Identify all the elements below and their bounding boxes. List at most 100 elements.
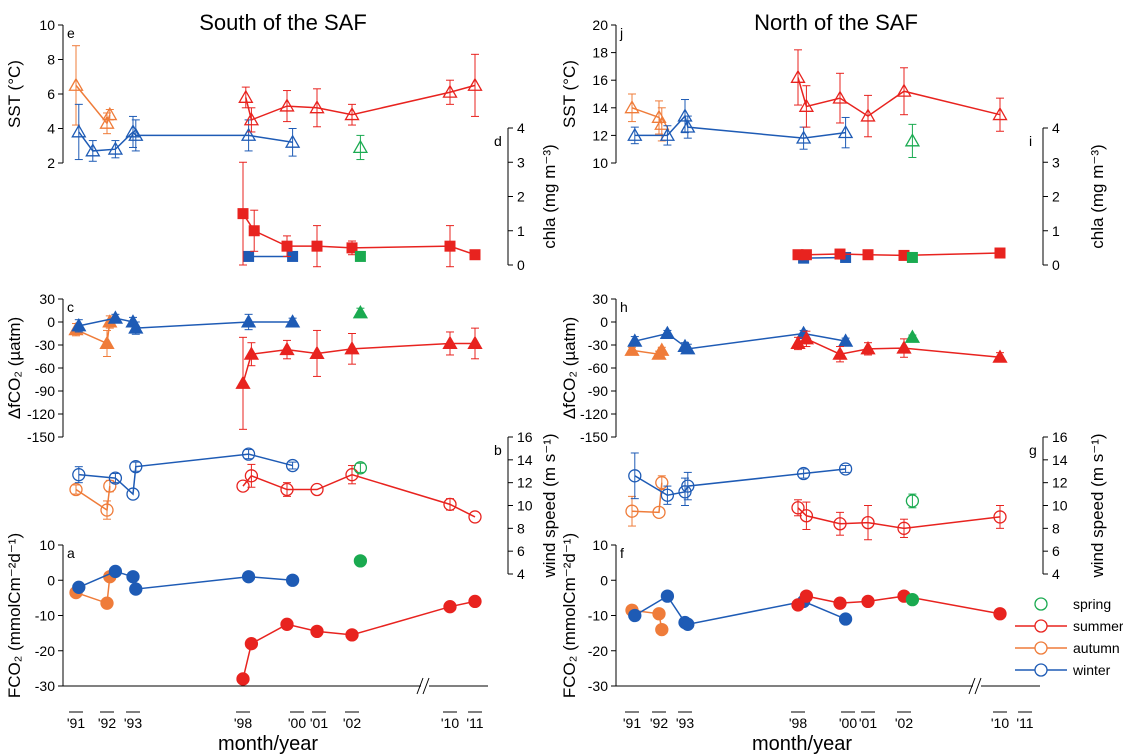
- data-point-summer: [896, 340, 912, 354]
- data-point-summer: [992, 106, 1008, 121]
- data-point-summer: [311, 240, 323, 252]
- legend-label-autumn: autumn: [1073, 640, 1120, 656]
- data-point-summer: [833, 596, 847, 610]
- y-tick-label: 8: [1052, 520, 1060, 536]
- y-axis-label: chla (mg m⁻³): [1088, 144, 1107, 248]
- y-tick-label: 20: [592, 17, 608, 33]
- data-point-winter: [628, 608, 642, 623]
- data-point-winter: [128, 320, 144, 334]
- data-point-summer: [248, 225, 260, 237]
- y-axis-label: chla (mg m⁻³): [540, 144, 559, 248]
- y-tick-label: 0: [517, 257, 525, 273]
- y-tick-label: 16: [1052, 429, 1068, 445]
- year-label: '11: [466, 715, 483, 731]
- data-point-summer: [235, 375, 251, 389]
- year-label: '92: [98, 715, 116, 731]
- data-point-summer: [344, 341, 360, 355]
- left-title: South of the SAF: [199, 10, 367, 35]
- panel-h: -150 -120 -90 -60 -30 0 30 h ΔfCO₂ (µatm): [560, 291, 1008, 445]
- series-line-summer: [242, 213, 476, 256]
- axis-break: [422, 677, 430, 695]
- panel-c: -150 -120 -90 -60 -30 0 30 c ΔfCO₂ (µatm): [5, 291, 483, 445]
- y-tick-label: 6: [47, 86, 55, 102]
- y-tick-label: 6: [517, 543, 525, 559]
- y-tick-label: 0: [1052, 257, 1060, 273]
- y-tick-label: 30: [39, 291, 55, 307]
- data-point-summer: [468, 594, 482, 609]
- data-point-summer: [236, 479, 250, 493]
- data-point-summer: [238, 89, 254, 103]
- data-point-summer: [243, 112, 260, 126]
- data-point-summer: [897, 521, 911, 535]
- data-point-summer: [798, 331, 815, 345]
- y-tick-label: 12: [1052, 475, 1068, 491]
- data-point-spring: [904, 133, 921, 147]
- y-tick-label: -150: [580, 429, 608, 445]
- data-point-summer: [237, 208, 249, 220]
- y-tick-label: 0: [600, 314, 608, 330]
- data-point-summer: [798, 98, 815, 112]
- y-tick-label: 10: [592, 155, 608, 171]
- year-label: '01: [859, 715, 877, 731]
- series-line-winter: [634, 468, 846, 497]
- y-tick-label: 0: [600, 572, 608, 588]
- data-point-summer: [442, 335, 458, 349]
- data-point-winter: [837, 333, 854, 347]
- data-point-autumn: [624, 342, 640, 356]
- y-tick-label: -10: [35, 608, 55, 624]
- panel-letter: b: [494, 442, 502, 458]
- data-point-summer: [310, 624, 324, 639]
- data-point-winter: [240, 314, 257, 328]
- data-point-autumn: [654, 116, 670, 130]
- right-title: North of the SAF: [754, 10, 918, 35]
- data-point-winter: [107, 141, 124, 155]
- y-tick-label: 14: [517, 452, 533, 468]
- data-point-autumn: [102, 106, 118, 121]
- y-tick-label: -150: [27, 429, 55, 445]
- year-label: '93: [124, 715, 142, 731]
- data-point-summer: [832, 346, 848, 360]
- data-point-summer: [799, 509, 814, 523]
- year-label: '02: [343, 715, 361, 731]
- data-point-summer: [993, 510, 1007, 524]
- y-tick-label: 4: [517, 120, 525, 136]
- series-line-autumn: [631, 482, 663, 514]
- data-point-winter: [72, 580, 86, 594]
- data-point-spring: [905, 494, 920, 508]
- data-point-summer: [280, 617, 294, 631]
- data-point-summer: [992, 349, 1008, 363]
- y-tick-label: 16: [517, 429, 533, 445]
- year-label: '98: [789, 715, 807, 731]
- year-label: '91: [67, 715, 85, 731]
- y-tick-label: -10: [588, 608, 608, 624]
- panel-letter: i: [1029, 133, 1032, 149]
- axis-break: [416, 677, 424, 695]
- data-point-spring: [354, 250, 366, 262]
- year-label: '93: [676, 715, 694, 731]
- data-point-spring: [352, 139, 369, 154]
- y-axis-label: FCO₂ (mmolCm⁻²d⁻¹): [5, 533, 24, 698]
- panel-e: 2 4 6 8 10 e SST (°C): [5, 17, 483, 171]
- data-point-autumn: [100, 503, 114, 517]
- data-point-summer: [791, 501, 805, 515]
- y-tick-label: 12: [517, 475, 533, 491]
- data-point-winter: [660, 589, 675, 603]
- year-label: '00: [288, 715, 306, 731]
- y-tick-label: 1: [517, 223, 525, 239]
- data-point-winter: [838, 612, 853, 626]
- data-point-summer: [469, 249, 481, 261]
- data-point-winter: [241, 447, 256, 461]
- data-point-winter: [129, 582, 143, 596]
- y-tick-label: 14: [592, 100, 608, 116]
- y-tick-label: -30: [588, 678, 608, 694]
- y-axis-label: FCO₂ (mmolCm⁻²d⁻¹): [560, 533, 579, 698]
- data-point-winter: [72, 468, 86, 482]
- y-tick-label: 4: [1052, 566, 1060, 582]
- data-point-winter: [71, 124, 87, 138]
- data-point-summer: [236, 672, 250, 686]
- y-axis-label: SST (°C): [560, 60, 579, 128]
- data-point-winter: [128, 127, 144, 141]
- axis-break: [974, 677, 982, 695]
- data-point-autumn: [99, 115, 115, 129]
